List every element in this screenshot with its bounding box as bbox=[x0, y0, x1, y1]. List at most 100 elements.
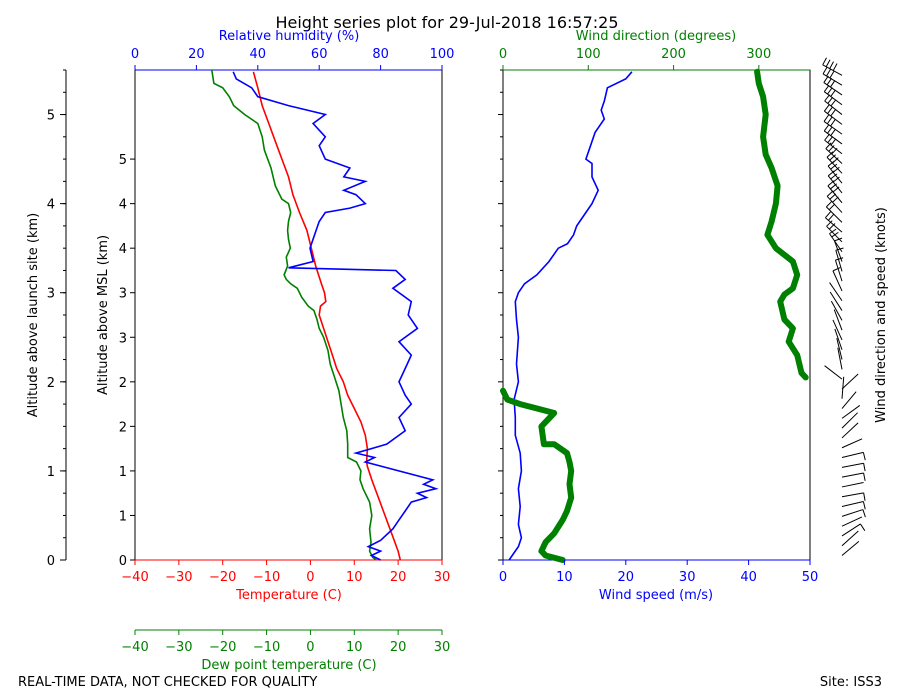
wind-barb-shaft bbox=[832, 319, 843, 341]
wind-barb-shaft bbox=[841, 412, 858, 429]
temperature-tick-label: −40 bbox=[121, 570, 148, 585]
wind-barb-shaft bbox=[841, 516, 863, 527]
msl-altitude-tick-label: 4 bbox=[119, 242, 127, 257]
wind-speed-tick-label: 20 bbox=[618, 570, 635, 585]
wind-barb-shaft bbox=[841, 530, 859, 547]
wind-barb-flag bbox=[827, 106, 833, 114]
wind-barb-flag bbox=[826, 77, 833, 86]
wind-barb-shaft bbox=[822, 73, 843, 86]
wind-barb-flag bbox=[825, 200, 833, 208]
thermo-plot-frame bbox=[134, 69, 443, 561]
wind-barb-flag bbox=[828, 145, 835, 152]
wind-barb-flag bbox=[832, 63, 838, 71]
wind-barb-flag bbox=[828, 203, 836, 211]
wind-barb-shaft bbox=[829, 282, 843, 302]
wind-direction-tick-label: 200 bbox=[661, 47, 686, 62]
wind-barb-shaft bbox=[826, 225, 843, 243]
wind-barb-flag bbox=[823, 104, 830, 112]
wind-barb-flag bbox=[823, 114, 830, 122]
outer-altitude-tick-label: 2 bbox=[47, 376, 55, 391]
msl-altitude-tick-label: 5 bbox=[119, 153, 127, 168]
dewpoint-tick-label: −20 bbox=[209, 640, 236, 655]
wind-barb-shaft bbox=[841, 509, 864, 517]
wind-barb-flag bbox=[830, 80, 836, 88]
dewpoint-line bbox=[211, 69, 377, 561]
rh-tick-label: 60 bbox=[311, 47, 328, 62]
wind-barb-flag bbox=[824, 94, 830, 102]
quality-disclaimer: REAL-TIME DATA, NOT CHECKED FOR QUALITY bbox=[18, 675, 317, 690]
wind-direction-tick-label: 300 bbox=[746, 47, 771, 62]
wind-barb-shaft bbox=[829, 291, 843, 311]
wind-barb-shaft bbox=[841, 405, 861, 419]
outer-altitude-tick-label: 1 bbox=[47, 465, 55, 480]
wind-panel bbox=[500, 68, 811, 563]
wind-barb-shaft bbox=[824, 100, 843, 115]
wind-barb-flag bbox=[826, 116, 833, 125]
wind-barb-flag bbox=[829, 154, 836, 161]
msl-altitude-axis: 0 1 1 2 2 3 3 4 4 5 bbox=[119, 153, 135, 569]
wind-barb-flag bbox=[830, 163, 838, 170]
wind-barb-shaft bbox=[841, 462, 864, 468]
msl-altitude-tick-label: 1 bbox=[119, 465, 127, 480]
wind-barb-flag bbox=[822, 66, 828, 75]
dewpoint-axis-label: Dew point temperature (C) bbox=[201, 658, 376, 673]
wind-barb-flag bbox=[822, 57, 827, 66]
wind-barb-shaft bbox=[829, 233, 843, 253]
msl-altitude-tick-label: 3 bbox=[119, 287, 127, 302]
wind-barb-shaft bbox=[841, 438, 863, 449]
site-label: Site: ISS3 bbox=[820, 675, 882, 690]
rh-axis: 0 20 40 60 80 100 bbox=[131, 47, 454, 70]
temperature-tick-label: 0 bbox=[306, 570, 314, 585]
wind-direction-axis-label: Wind direction (degrees) bbox=[576, 29, 736, 44]
outer-altitude-axis: 0 1 2 3 4 5 bbox=[47, 69, 67, 569]
wind-barb-flag bbox=[829, 70, 835, 79]
wind-barb-flag bbox=[829, 228, 837, 235]
msl-altitude-label: Altitude above MSL (km) bbox=[96, 235, 111, 395]
rh-axis-label: Relative humidity (%) bbox=[219, 29, 360, 44]
wind-speed-line bbox=[508, 71, 633, 561]
wind-barb-flag bbox=[862, 509, 866, 518]
wind-barb-flag bbox=[832, 176, 840, 183]
rh-tick-label: 40 bbox=[250, 47, 267, 62]
thermo-panel bbox=[134, 69, 443, 561]
temperature-tick-label: −10 bbox=[253, 570, 280, 585]
dewpoint-tick-label: 10 bbox=[346, 640, 363, 655]
wind-barb-shaft bbox=[836, 338, 843, 360]
wind-barb-flag bbox=[830, 89, 836, 97]
rh-tick-label: 0 bbox=[131, 47, 139, 62]
wind-barb-shaft bbox=[841, 391, 857, 409]
wind-speed-tick-label: 10 bbox=[556, 570, 573, 585]
wind-barb-flag bbox=[824, 133, 830, 141]
wind-barb-flag bbox=[825, 142, 832, 149]
wind-barb-shaft bbox=[833, 309, 843, 331]
wind-barb-flag bbox=[828, 223, 836, 230]
outer-altitude-tick-label: 3 bbox=[47, 287, 55, 302]
msl-altitude-tick-label: 3 bbox=[119, 331, 127, 346]
outer-altitude-tick-label: 0 bbox=[47, 554, 55, 569]
wind-barb-flag bbox=[830, 99, 837, 107]
wind-barb-shaft bbox=[841, 500, 864, 508]
wind-barb-flag bbox=[863, 463, 866, 472]
rh-tick-label: 20 bbox=[188, 47, 205, 62]
wind-barb-shaft bbox=[823, 91, 843, 106]
wind-barb-flag bbox=[863, 472, 866, 481]
wind-barb-flag bbox=[835, 257, 844, 261]
temperature-tick-label: 30 bbox=[434, 570, 451, 585]
dewpoint-tick-label: −30 bbox=[165, 640, 192, 655]
temperature-axis-label: Temperature (C) bbox=[235, 588, 342, 603]
dewpoint-tick-label: 0 bbox=[306, 640, 314, 655]
wind-barb-flag bbox=[826, 190, 834, 197]
wind-direction-tick-label: 0 bbox=[499, 47, 507, 62]
rh-tick-label: 80 bbox=[372, 47, 389, 62]
wind-barbs-label: Wind direction and speed (knots) bbox=[874, 207, 889, 423]
wind-barb-flag bbox=[828, 213, 835, 221]
msl-altitude-tick-label: 1 bbox=[119, 509, 127, 524]
wind-barb-shaft bbox=[841, 373, 859, 390]
temperature-tick-label: 20 bbox=[390, 570, 407, 585]
wind-barb-shaft bbox=[825, 148, 843, 164]
wind-barb-flag bbox=[863, 492, 866, 501]
wind-altitude-ticks bbox=[498, 69, 503, 561]
wind-barb-shaft bbox=[841, 422, 859, 439]
wind-barb-flag bbox=[826, 68, 832, 77]
wind-barb-shaft bbox=[824, 365, 843, 380]
